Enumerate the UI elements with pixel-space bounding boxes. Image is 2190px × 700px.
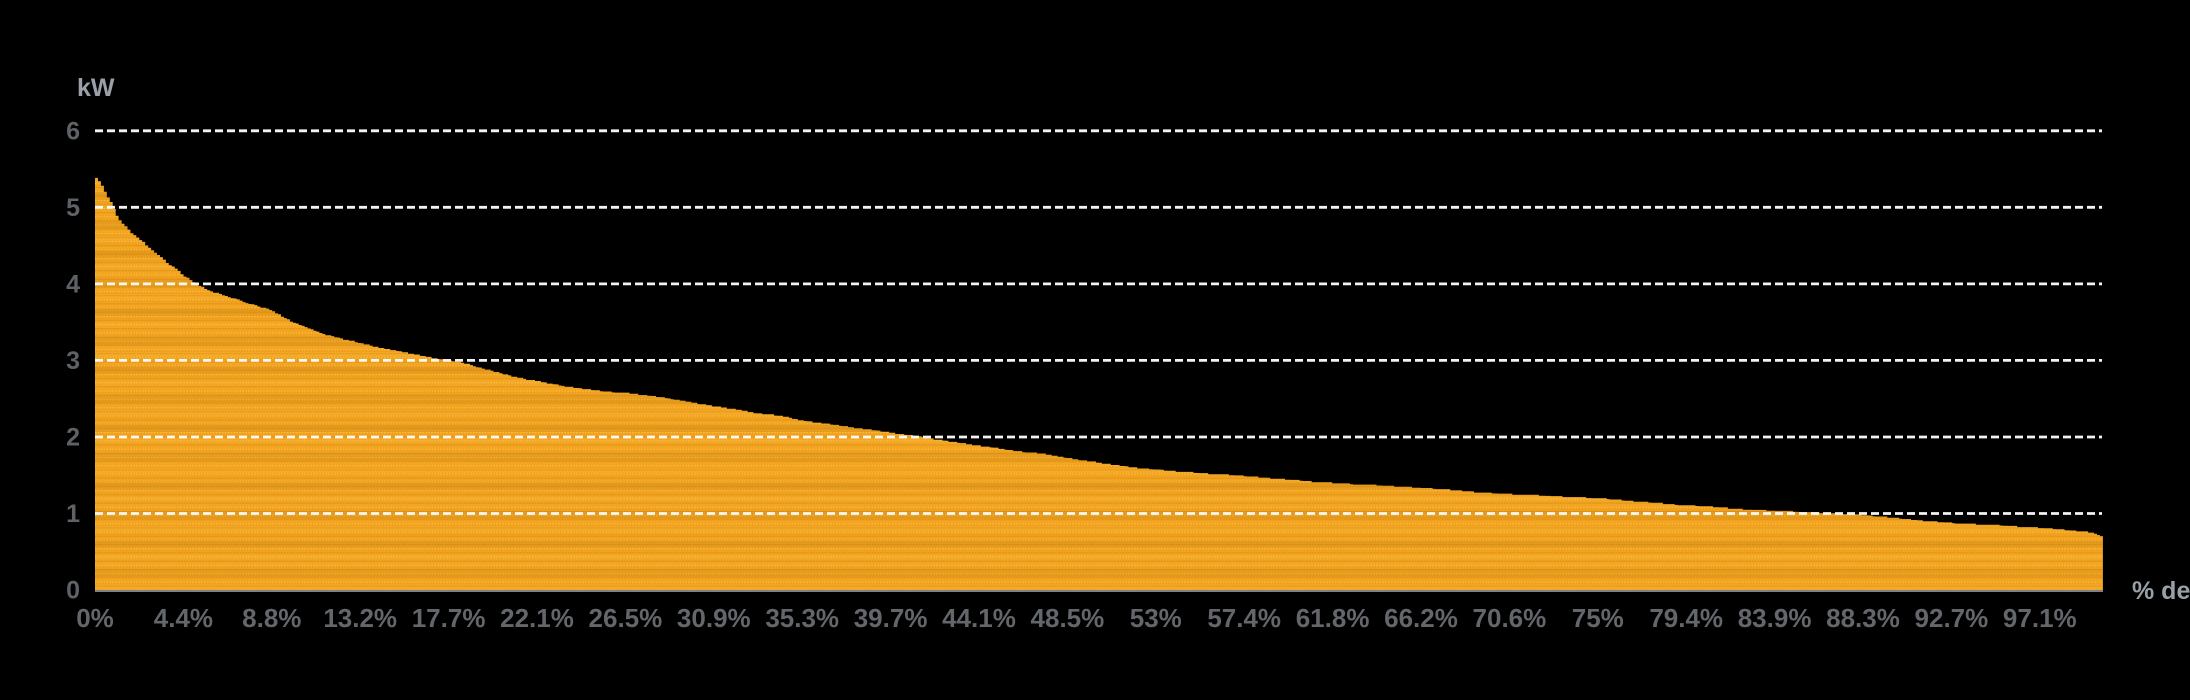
svg-text:6: 6 <box>66 118 80 146</box>
svg-text:22.1%: 22.1% <box>500 603 574 633</box>
svg-text:57.4%: 57.4% <box>1207 603 1281 633</box>
svg-text:0%: 0% <box>76 603 114 633</box>
svg-text:35.3%: 35.3% <box>765 603 839 633</box>
svg-text:53%: 53% <box>1130 603 1182 633</box>
svg-text:3: 3 <box>66 347 80 375</box>
svg-text:1: 1 <box>66 500 80 528</box>
svg-text:4.4%: 4.4% <box>154 603 213 633</box>
svg-text:66.2%: 66.2% <box>1384 603 1458 633</box>
svg-text:0: 0 <box>66 577 80 605</box>
svg-text:% der Zeit: % der Zeit <box>2132 577 2190 605</box>
svg-text:13.2%: 13.2% <box>323 603 397 633</box>
svg-text:4: 4 <box>66 271 80 299</box>
svg-text:92.7%: 92.7% <box>1915 603 1989 633</box>
svg-text:75%: 75% <box>1572 603 1624 633</box>
svg-text:61.8%: 61.8% <box>1296 603 1370 633</box>
svg-text:44.1%: 44.1% <box>942 603 1016 633</box>
svg-text:39.7%: 39.7% <box>854 603 928 633</box>
svg-text:70.6%: 70.6% <box>1473 603 1547 633</box>
svg-text:97.1%: 97.1% <box>2003 603 2077 633</box>
svg-text:48.5%: 48.5% <box>1031 603 1105 633</box>
svg-text:2: 2 <box>66 424 80 452</box>
svg-text:8.8%: 8.8% <box>242 603 301 633</box>
svg-text:5: 5 <box>66 194 80 222</box>
svg-text:79.4%: 79.4% <box>1649 603 1723 633</box>
svg-text:30.9%: 30.9% <box>677 603 751 633</box>
svg-text:17.7%: 17.7% <box>412 603 486 633</box>
svg-text:83.9%: 83.9% <box>1738 603 1812 633</box>
svg-text:88.3%: 88.3% <box>1826 603 1900 633</box>
svg-text:kW: kW <box>77 74 115 102</box>
svg-text:26.5%: 26.5% <box>589 603 663 633</box>
